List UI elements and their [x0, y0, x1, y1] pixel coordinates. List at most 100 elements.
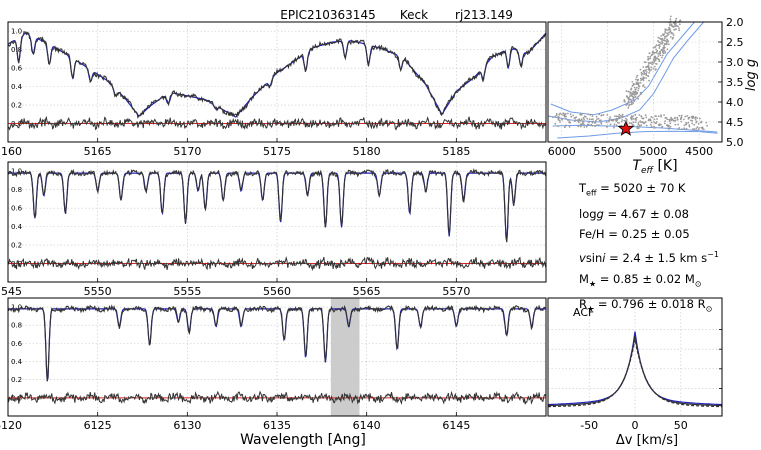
field-star-point	[680, 128, 683, 131]
field-star-point	[632, 117, 635, 120]
field-star-point	[673, 117, 676, 120]
field-star-point	[637, 87, 640, 90]
field-star-point	[664, 35, 666, 38]
field-star-point	[688, 125, 691, 128]
field-star-point	[642, 79, 645, 82]
field-star-point	[576, 119, 579, 121]
field-star-point	[629, 98, 631, 100]
param-teff: Teff = 5020 ± 70 K	[579, 181, 686, 198]
y-tick-label: 0.2	[11, 102, 22, 110]
field-star-point	[652, 116, 654, 119]
field-star-point	[666, 124, 668, 127]
field-star-point	[639, 68, 642, 71]
y-tick-label: 4.5	[726, 116, 744, 129]
field-star-point	[580, 118, 583, 121]
field-star-point	[614, 115, 616, 117]
field-star-point	[657, 44, 660, 47]
field-star-point	[626, 119, 628, 121]
field-star-point	[635, 93, 637, 96]
field-star-point	[663, 49, 666, 52]
field-star-point	[676, 116, 679, 119]
field-star-point	[621, 119, 624, 121]
field-star-point	[590, 123, 593, 126]
field-star-point	[638, 124, 641, 127]
field-star-point	[658, 41, 660, 44]
field-star-point	[625, 104, 628, 106]
field-star-point	[658, 45, 661, 48]
field-star-point	[635, 76, 638, 78]
field-star-point	[691, 128, 694, 131]
field-star-point	[670, 118, 673, 121]
field-star-point	[621, 113, 624, 116]
field-star-point	[670, 32, 673, 35]
field-star-point	[596, 124, 598, 126]
field-star-point	[671, 32, 674, 35]
field-star-point	[628, 122, 631, 124]
x-tick-label: 0	[632, 419, 639, 432]
field-star-point	[678, 27, 680, 30]
field-star-point	[666, 48, 669, 51]
field-star-point	[631, 124, 634, 127]
field-star-point	[558, 116, 560, 119]
field-star-point	[645, 68, 648, 71]
field-star-point	[630, 117, 633, 120]
y-tick-label: 0.6	[11, 205, 23, 213]
spectrum-panel-5545: 0.00.20.40.60.81.05545555055555560556555…	[0, 161, 547, 298]
stellar-parameters: Teff = 5020 ± 70 K logg = 4.67 ± 0.08 Fe…	[579, 178, 759, 320]
field-star-point	[615, 115, 618, 118]
field-star-point	[555, 112, 558, 115]
x-tick-label: -50	[580, 419, 598, 432]
field-star-point	[637, 98, 639, 100]
field-star-point	[694, 119, 697, 121]
field-star-point	[700, 121, 703, 124]
field-star-point	[650, 116, 653, 118]
field-star-point	[655, 63, 658, 65]
param-mass: M★ = 0.85 ± 0.02 M⊙	[579, 271, 702, 288]
field-star-point	[667, 43, 670, 46]
field-star-point	[617, 115, 619, 118]
field-star-point	[677, 25, 679, 28]
field-star-point	[569, 113, 572, 116]
field-star-point	[559, 112, 561, 115]
y-tick-label: 0.8	[11, 186, 22, 194]
field-star-point	[564, 117, 567, 120]
field-star-point	[600, 122, 603, 125]
field-star-point	[657, 55, 660, 57]
field-star-point	[599, 119, 602, 122]
field-star-point	[608, 119, 611, 122]
field-star-point	[632, 97, 634, 100]
field-star-point	[564, 124, 567, 127]
field-star-point	[656, 50, 658, 53]
field-star-point	[642, 66, 645, 68]
field-star-point	[668, 127, 671, 129]
field-star-point	[637, 123, 640, 125]
y-tick-label: 3.5	[726, 76, 744, 89]
field-star-point	[650, 62, 652, 64]
field-star-point	[656, 118, 658, 120]
x-tick-label: 6145	[442, 419, 470, 432]
x-tick-label: 5570	[442, 285, 470, 298]
field-star-point	[654, 46, 656, 48]
field-star-point	[678, 29, 681, 32]
field-star-point	[627, 96, 630, 99]
field-star-point	[666, 32, 668, 35]
title-instrument: Keck	[400, 8, 428, 22]
field-star-point	[636, 127, 639, 129]
field-star-point	[657, 52, 660, 55]
acf-panel: -50 0 50 ACF	[547, 297, 723, 432]
field-star-point	[605, 121, 608, 124]
field-star-point	[692, 116, 695, 119]
field-star-point	[659, 42, 662, 44]
field-star-point	[557, 125, 560, 128]
isochrone-line	[552, 124, 718, 133]
field-star-point	[591, 121, 594, 124]
plot-frame	[7, 297, 547, 417]
field-star-point	[615, 119, 617, 121]
field-star-point	[665, 28, 667, 31]
acf-model-series	[547, 331, 723, 406]
field-star-point	[627, 107, 630, 109]
field-star-point	[657, 40, 659, 42]
field-star-point	[610, 118, 613, 121]
field-star-point	[695, 127, 698, 130]
field-star-point	[669, 24, 671, 27]
